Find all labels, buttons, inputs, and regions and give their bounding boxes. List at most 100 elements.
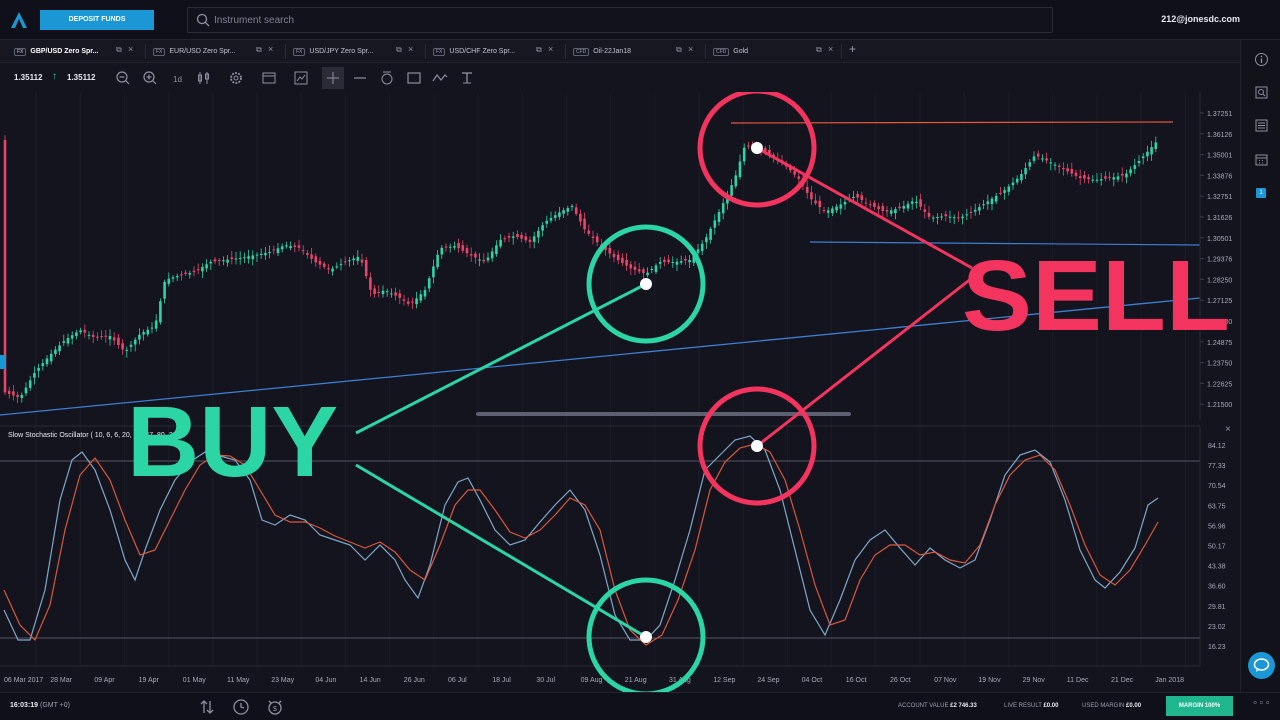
candle-body [839, 204, 843, 209]
candle-body [234, 258, 238, 260]
candle-body [646, 272, 649, 276]
price-tick-label: 1.36126 [1207, 132, 1232, 139]
indicator-icon[interactable] [293, 70, 309, 86]
popout-icon[interactable]: ⧉ [676, 45, 682, 54]
info-icon[interactable] [1254, 52, 1269, 67]
screener-icon[interactable] [1254, 85, 1269, 100]
candle-body [398, 293, 402, 298]
tab-gbpusd[interactable]: FX GBP/USD Zero Spr... [14, 43, 98, 60]
more-options-icon[interactable]: ∘∘∘ [1252, 698, 1271, 709]
timeframe-icon[interactable]: 1d [170, 70, 186, 86]
instrument-search[interactable] [187, 7, 1053, 33]
candle-body [730, 185, 733, 196]
tab-eurusd[interactable]: FX EUR/USD Zero Spr... [153, 43, 236, 60]
sell-label: SELL [962, 240, 1230, 352]
wave-icon[interactable] [432, 70, 448, 86]
popout-icon[interactable]: ⧉ [536, 45, 542, 54]
watchlist-icon[interactable] [1254, 118, 1269, 133]
date-tick-label: 06 Mar 2017 [4, 677, 43, 684]
candle-body [1078, 175, 1082, 179]
candle-body [268, 252, 271, 254]
candle-body [1112, 177, 1116, 180]
search-input[interactable] [214, 11, 814, 29]
oscillator-tick-label: 50.17 [1208, 544, 1226, 551]
crosshair-icon[interactable] [322, 67, 344, 89]
add-tab-button[interactable]: + [849, 42, 857, 56]
candle-body [1141, 156, 1145, 159]
candle-body [591, 236, 595, 238]
logo-icon[interactable] [10, 11, 28, 29]
close-oscillator-icon[interactable]: × [1225, 424, 1231, 435]
deposit-funds-button[interactable]: DEPOSIT FUNDS [40, 10, 154, 30]
date-tick-label: 16 Oct [846, 677, 867, 684]
tab-oil[interactable]: CFD Oil-22Jan18 [573, 43, 631, 60]
line-icon[interactable] [352, 70, 368, 86]
price-tick-label: 1.37251 [1207, 111, 1232, 118]
candle-body [814, 200, 817, 204]
popout-icon[interactable]: ⧉ [116, 45, 122, 54]
settings-icon[interactable] [228, 70, 244, 86]
candle-body [688, 260, 691, 263]
zoom-in-icon[interactable] [142, 70, 158, 86]
chat-button[interactable] [1248, 652, 1275, 679]
candle-body [343, 261, 347, 263]
text-tool-icon[interactable] [459, 70, 475, 86]
support-line[interactable] [809, 241, 1201, 246]
popout-icon[interactable]: ⧉ [396, 45, 402, 54]
candle-body [957, 217, 960, 219]
popout-icon[interactable]: ⧉ [256, 45, 262, 54]
candle-body [264, 252, 267, 256]
calendar-icon[interactable] [1254, 152, 1269, 167]
close-icon[interactable]: × [548, 44, 554, 54]
server-clock: 16:03:19 (GMT +0) [10, 702, 70, 709]
fibonacci-icon[interactable] [379, 70, 395, 86]
trend-line[interactable] [0, 297, 1201, 416]
price-chart[interactable]: 1.37251 1.36126 1.35001 1.33876 1.32751 1.316… [0, 92, 1240, 692]
candle-body [986, 201, 990, 205]
close-icon[interactable]: × [408, 44, 414, 54]
candle-body [314, 256, 318, 263]
candle-body [406, 301, 410, 304]
candle-type-icon[interactable] [196, 70, 212, 86]
template-icon[interactable] [261, 70, 277, 86]
candle-body [520, 234, 523, 239]
close-icon[interactable]: × [688, 44, 694, 54]
candle-body [616, 254, 620, 261]
close-icon[interactable]: × [828, 44, 834, 54]
tab-usdchf[interactable]: FX USD/CHF Zero Spr... [433, 43, 515, 60]
candle-body [969, 211, 973, 213]
candle-body [742, 147, 746, 162]
top-bar: DEPOSIT FUNDS 212@jonesdc.com [0, 0, 1280, 40]
candle-body [381, 290, 385, 295]
clock-icon[interactable] [232, 698, 250, 716]
popout-icon[interactable]: ⧉ [816, 45, 822, 54]
candle-body [679, 261, 683, 263]
oscillator-tick-label: 77.33 [1208, 463, 1226, 470]
close-icon[interactable]: × [128, 44, 134, 54]
buy-oscillator-circle [586, 577, 706, 692]
date-tick-label: 26 Jun [404, 677, 425, 684]
resistance-line[interactable] [730, 121, 1174, 124]
price-tick-label: 1.26000 [1207, 319, 1232, 326]
candle-body [671, 262, 675, 263]
trade-arrows-icon[interactable] [198, 698, 216, 716]
tab-gold[interactable]: CFD Gold [713, 43, 748, 60]
alarm-icon[interactable]: $ [266, 698, 284, 716]
scroll-left-handle[interactable] [0, 355, 5, 369]
candle-body [528, 239, 532, 242]
candle-body [49, 353, 53, 362]
rectangle-icon[interactable] [406, 70, 422, 86]
chart-scrollbar[interactable] [476, 412, 851, 416]
user-email[interactable]: 212@jonesdc.com [1161, 14, 1240, 24]
tab-tag: FX [293, 47, 306, 56]
candle-body [125, 349, 129, 351]
notification-badge[interactable]: 1 [1256, 188, 1266, 198]
margin-button[interactable]: MARGIN 100% [1166, 696, 1233, 716]
candle-body [465, 248, 469, 254]
candle-body [931, 217, 935, 219]
tab-usdjpy[interactable]: FX USD/JPY Zero Spr... [293, 43, 373, 60]
candle-body [1015, 178, 1019, 183]
candle-body [7, 390, 11, 394]
close-icon[interactable]: × [268, 44, 274, 54]
zoom-out-icon[interactable] [115, 70, 131, 86]
